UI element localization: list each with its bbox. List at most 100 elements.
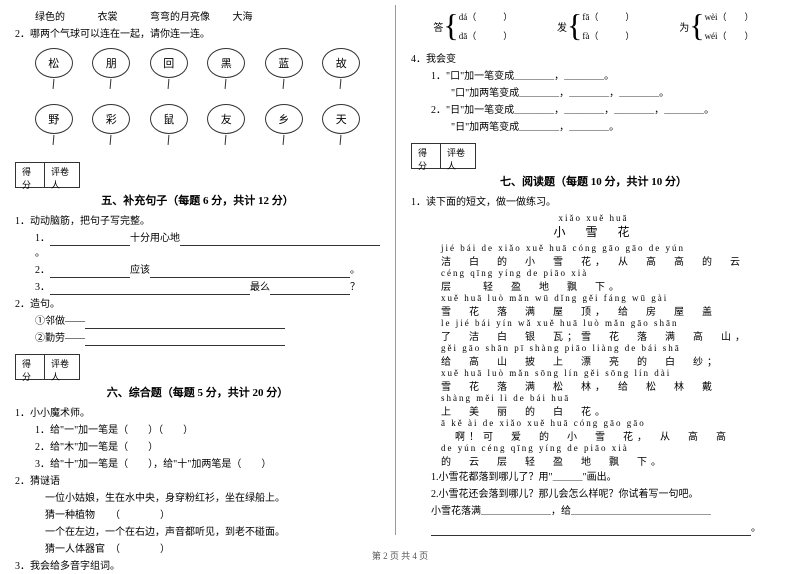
pinyin: céng qīng yíng de piāo xià xyxy=(441,268,776,278)
s5-1c: 3．最么？ xyxy=(15,280,380,295)
s4a: 1．"口"加一笔变成＿＿＿＿，＿＿＿＿。 xyxy=(411,69,776,84)
balloon-row-top: 松 朋 回 黑 蓝 故 xyxy=(15,48,380,78)
s4d: "日"加两笔变成＿＿＿＿，＿＿＿＿。 xyxy=(411,120,776,135)
blank[interactable] xyxy=(150,266,350,278)
polyphonic-row: 答 { dá（ ） dā（ ） 发 { fā（ ） fà（ ） 为 { xyxy=(411,8,776,44)
balloon: 朋 xyxy=(92,48,130,78)
blank[interactable] xyxy=(50,283,250,295)
s6-1c: 3．给"十"加一笔是（ ），给"十"加两笔是（ ） xyxy=(15,457,380,472)
balloon: 回 xyxy=(150,48,188,78)
s6-2a: 一位小姑娘，生在水中央，身穿粉红衫，坐在绿船上。 xyxy=(15,491,380,506)
score-box: 得分 评卷人 xyxy=(15,162,380,188)
section-6-title: 六、综合题（每题 5 分，共计 20 分） xyxy=(15,384,380,400)
q2a: 小雪花落满＿＿＿＿＿＿＿，给＿＿＿＿＿＿＿＿＿＿＿＿＿＿ xyxy=(411,504,776,519)
left-column: 绿色的 衣裳 弯弯的月亮像 大海 2．哪两个气球可以连在一起，请你连一连。 松 … xyxy=(0,0,395,545)
hanzi: 上 美 丽 的 白 花。 xyxy=(441,403,776,418)
poem-title: xiǎo xuě huā 小 雪 花 xyxy=(411,213,776,240)
poly-group: 发 { fā（ ） fà（ ） xyxy=(557,10,634,42)
s5-2a: ①邻做—— xyxy=(15,314,380,329)
s6-1b: 2．给"木"加一笔是（ ） xyxy=(15,440,380,455)
long-blank: 。 xyxy=(411,521,776,536)
txt: 绿色的 xyxy=(35,12,65,23)
reading: wéi（ ） xyxy=(705,29,754,42)
q1: 1.小雪花都落到哪儿了？用"＿＿＿"画出。 xyxy=(411,470,776,485)
grader-label: 评卷人 xyxy=(441,143,476,169)
s6-2b: 一个在左边，一个在右边，声音都听见，到老不碰面。 xyxy=(15,525,380,540)
pinyin: ā kě ài de xiǎo xuě huā cóng gāo gāo xyxy=(441,418,776,428)
score-label: 得分 xyxy=(411,143,441,169)
hanzi: 洁 白 的 小 雪 花， 从 高 高 的 云 xyxy=(441,253,776,268)
balloon: 友 xyxy=(207,104,245,134)
hanzi: 了 洁 白 银 瓦；雪 花 落 满 高 山， xyxy=(441,328,776,343)
s4c: 2．"日"加一笔变成＿＿＿＿，＿＿＿＿，＿＿＿＿，＿＿＿＿。 xyxy=(411,103,776,118)
grader-label: 评卷人 xyxy=(45,354,80,380)
blank[interactable] xyxy=(180,234,380,246)
s7-1: 1．读下面的短文，做一做练习。 xyxy=(411,195,776,210)
score-box: 得分 评卷人 xyxy=(411,143,776,169)
txt: 大海 xyxy=(233,12,253,23)
score-label: 得分 xyxy=(15,162,45,188)
reading: wèi（ ） xyxy=(705,10,754,23)
brace-icon: { xyxy=(567,13,582,39)
blank[interactable] xyxy=(85,317,285,329)
grader-label: 评卷人 xyxy=(45,162,80,188)
s4b: "口"加两笔变成＿＿＿＿，＿＿＿＿，＿＿＿＿。 xyxy=(411,86,776,101)
poly-group: 为 { wèi（ ） wéi（ ） xyxy=(679,10,753,42)
score-label: 得分 xyxy=(15,354,45,380)
s6-1: 1．小小魔术师。 xyxy=(15,406,380,421)
reading: dā（ ） xyxy=(459,29,513,42)
pinyin: gěi gāo shān pī shàng piāo liàng de bái … xyxy=(441,343,776,353)
s6-1a: 1．给"一"加一笔是（ ）（ ） xyxy=(15,423,380,438)
s6-2a2: 猜一种植物 （ ） xyxy=(15,508,380,523)
poly-group: 答 { dá（ ） dā（ ） xyxy=(433,10,512,42)
txt: 衣裳 xyxy=(98,12,118,23)
hanzi: 小 雪 花 xyxy=(411,223,776,240)
balloon: 天 xyxy=(322,104,360,134)
blank[interactable] xyxy=(50,266,130,278)
s5-1b: 2．应该。 xyxy=(15,263,380,278)
blank[interactable] xyxy=(85,334,285,346)
balloon: 松 xyxy=(35,48,73,78)
pinyin: xiǎo xuě huā xyxy=(411,213,776,223)
hanzi: 雪 花 落 满 松 林， 给 松 林 戴 xyxy=(441,378,776,393)
q2: 2.小雪花还会落到哪儿？那儿会怎么样呢？你试着写一句吧。 xyxy=(411,487,776,502)
pinyin: le jié bái yín wǎ xuě huā luò mǎn gāo sh… xyxy=(441,318,776,328)
balloon: 鼠 xyxy=(150,104,188,134)
txt: ②勤劳—— xyxy=(35,333,85,344)
balloon: 故 xyxy=(322,48,360,78)
section-7-title: 七、阅读题（每题 10 分，共计 10 分） xyxy=(411,173,776,189)
balloon: 乡 xyxy=(265,104,303,134)
score-box: 得分 评卷人 xyxy=(15,354,380,380)
brace-icon: { xyxy=(689,13,704,39)
pinyin: xuě huā luò mǎn wū dǐng gěi fáng wū gài xyxy=(441,293,776,303)
txt: 十分用心地 xyxy=(130,233,180,244)
lead-char: 发 xyxy=(557,19,567,34)
top-match-line: 绿色的 衣裳 弯弯的月亮像 大海 xyxy=(15,10,380,25)
s4: 4．我会变 xyxy=(411,52,776,67)
txt: 应该 xyxy=(130,265,150,276)
page: 绿色的 衣裳 弯弯的月亮像 大海 2．哪两个气球可以连在一起，请你连一连。 松 … xyxy=(0,0,800,545)
blank[interactable] xyxy=(50,234,130,246)
reading: dá（ ） xyxy=(459,10,513,23)
blank[interactable] xyxy=(270,283,350,295)
brace-icon: { xyxy=(443,13,458,39)
balloon: 野 xyxy=(35,104,73,134)
reading: fà（ ） xyxy=(582,29,634,42)
s5-1: 1．动动脑筋，把句子写完整。 xyxy=(15,214,380,229)
right-column: 答 { dá（ ） dā（ ） 发 { fā（ ） fà（ ） 为 { xyxy=(396,0,791,545)
balloon: 彩 xyxy=(92,104,130,134)
txt: ①邻做—— xyxy=(35,316,85,327)
blank[interactable] xyxy=(431,524,751,536)
pinyin: de yún céng qīng yíng de piāo xià xyxy=(441,443,776,453)
poem-body: jié bái de xiǎo xuě huā cóng gāo gāo de … xyxy=(411,243,776,468)
hanzi: 层 轻 盈 地 飘 下。 xyxy=(441,278,776,293)
txt: 弯弯的月亮像 xyxy=(150,12,210,23)
lead-char: 答 xyxy=(433,19,443,34)
s5-2: 2．造句。 xyxy=(15,297,380,312)
page-footer: 第 2 页 共 4 页 xyxy=(0,549,800,562)
hanzi: 雪 花 落 满 屋 顶， 给 房 屋 盖 xyxy=(441,303,776,318)
section-5-title: 五、补充句子（每题 6 分，共计 12 分） xyxy=(15,192,380,208)
reading: fā（ ） xyxy=(582,10,634,23)
txt: 最么 xyxy=(250,282,270,293)
hanzi: 给 高 山 披 上 漂 亮 的 白 纱； xyxy=(441,353,776,368)
